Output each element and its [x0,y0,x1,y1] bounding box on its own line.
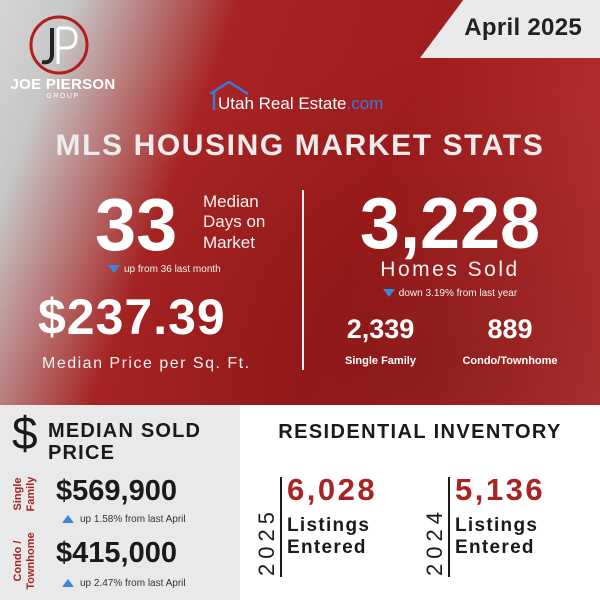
inventory-2024-label-line2: Entered [455,536,535,558]
days-on-market-change: up from 36 last month [108,264,221,275]
brand-subtitle: GROUP [46,93,80,100]
inventory-2024-label-line1: Listings [455,515,539,536]
homes-sold-value: 3,228 [359,184,541,264]
condo-townhome-row-label: Condo / Townhome [12,532,37,590]
partner-name: Utah Real Estate [218,94,347,113]
inventory-2025-label: Listings Entered [287,515,370,559]
inventory-2025-label-line2: Entered [287,536,367,558]
brand-name: JOE PIERSON [10,76,116,93]
median-sold-price-title: MEDIAN SOLD PRICE [48,420,202,464]
single-family-median-price: $569,900 [56,475,177,507]
condo-townhome-median-price: $415,000 [56,537,177,569]
condo-townhome-sold-value: 889 [487,314,533,344]
house-icon [209,80,249,110]
hero-banner [0,0,600,405]
median-sold-price-panel [0,405,240,600]
inventory-2024-label: Listings Entered [455,515,538,559]
arrow-down-icon [108,265,120,274]
partner-domain: .com [346,94,384,113]
single-family-price-change-text: up 1.58% from last April [80,514,186,525]
arrow-down-icon [382,289,395,298]
hero-shade [0,0,600,405]
price-per-sqft-label: Median Price per Sq. Ft. [42,355,251,372]
homes-sold-label: Homes Sold [380,258,520,281]
homes-sold-change-text: down 3.19% from last year [398,288,518,299]
residential-inventory-panel [240,405,600,600]
inventory-2024-value: 5,136 [455,472,546,507]
single-family-price-change: up 1.58% from last April [62,514,186,525]
year-divider-line [280,477,282,577]
single-family-sold-label: Single Family [345,355,416,367]
inventory-2025-label-line1: Listings [287,515,371,536]
days-on-market-label: Median Days on Market [203,192,266,252]
condo-townhome-price-change-text: up 2.47% from last April [80,578,186,589]
arrow-up-icon [62,579,74,588]
report-date: April 2025 [464,14,582,41]
residential-inventory-title: RESIDENTIAL INVENTORY [278,421,562,443]
single-family-row-label: Single Family [12,476,37,512]
condo-townhome-price-change: up 2.47% from last April [62,578,186,589]
inventory-2025-value: 6,028 [287,472,378,507]
arrow-up-icon [62,515,74,524]
inventory-year-2024: 2024 [422,507,447,576]
page-title: MLS HOUSING MARKET STATS [55,129,545,162]
single-family-sold-value: 2,339 [346,314,415,344]
condo-townhome-sold-label: Condo/Townhome [462,355,558,367]
year-divider-line [448,477,450,577]
days-on-market-value: 33 [95,183,178,266]
vertical-divider [302,190,304,370]
homes-sold-change: down 3.19% from last year [315,288,585,299]
dollar-icon: $ [12,407,38,459]
jp-logo-icon [29,15,89,75]
price-per-sqft-value: $237.39 [38,289,226,345]
partner-logo-text: Utah Real Estate.com [218,94,383,114]
days-on-market-change-text: up from 36 last month [124,264,221,275]
inventory-year-2025: 2025 [254,507,279,576]
